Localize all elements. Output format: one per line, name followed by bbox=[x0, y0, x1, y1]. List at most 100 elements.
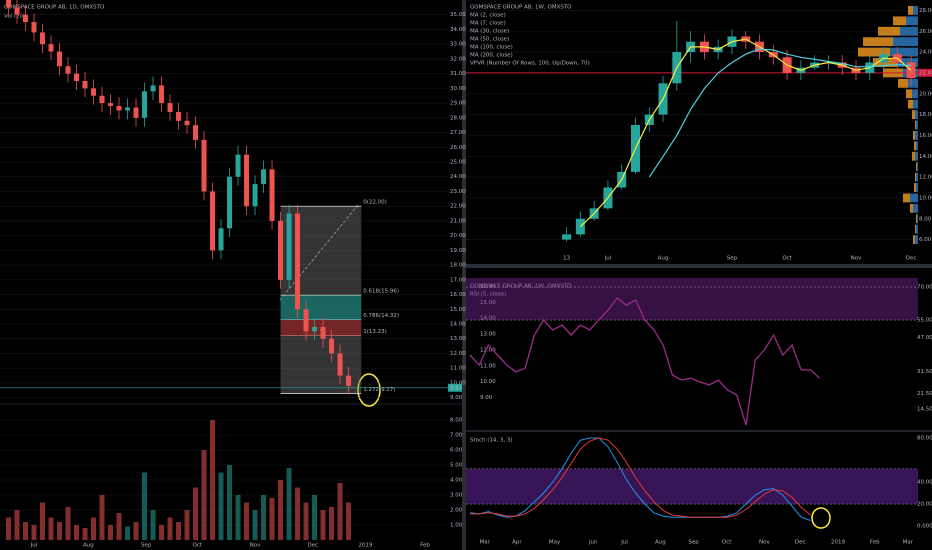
candle-body bbox=[261, 169, 267, 185]
price-label: 22.01 bbox=[919, 70, 932, 76]
last-price-box bbox=[448, 383, 462, 392]
volume-bar bbox=[210, 420, 216, 540]
y-tick-label: 20.00 bbox=[917, 502, 932, 508]
candle-body bbox=[184, 120, 190, 126]
candle-body bbox=[286, 213, 292, 280]
y-tick-label: 16.00 bbox=[450, 292, 466, 298]
x-tick-label: Jun bbox=[588, 540, 598, 546]
x-tick-label: Sep bbox=[141, 543, 152, 549]
rsi-band bbox=[466, 278, 918, 321]
volume-bar bbox=[116, 513, 122, 540]
volume-bar bbox=[159, 525, 165, 540]
y-tick-label: 3.00 bbox=[450, 493, 463, 499]
x-tick-label: 2019 bbox=[831, 540, 845, 546]
y-tick-label: 18.00 bbox=[919, 112, 932, 118]
x-tick-label: Mar bbox=[479, 540, 490, 546]
x-tick-label: Jul bbox=[604, 256, 612, 262]
x-tick-label: May bbox=[549, 540, 561, 546]
volume-bar bbox=[193, 487, 199, 540]
y-tick-label: 26.00 bbox=[450, 145, 466, 151]
y-tick-label: 26.00 bbox=[919, 29, 932, 35]
candle-body bbox=[65, 66, 71, 74]
candle-body bbox=[6, 0, 12, 8]
y-tick-label: 31.50 bbox=[917, 369, 932, 375]
volume-bar bbox=[278, 480, 284, 540]
indicator-line bbox=[470, 437, 811, 518]
vpvr-down bbox=[906, 16, 918, 26]
volume-bar bbox=[108, 525, 114, 540]
y-tick-label: 14.00 bbox=[919, 154, 932, 160]
chart-title: GOMSPACE GROUP AB, 1D, OMXSTO bbox=[4, 5, 105, 11]
vpvr-down bbox=[913, 99, 918, 109]
fib-zone bbox=[280, 295, 362, 320]
y-tick-label: 17.00 bbox=[450, 277, 466, 283]
volume-bar bbox=[133, 522, 139, 540]
vpvr-down bbox=[916, 172, 918, 182]
candle-body bbox=[295, 213, 301, 310]
panel-divider bbox=[462, 0, 466, 550]
x-tick-label: Aug bbox=[658, 256, 669, 262]
volume-bar bbox=[329, 507, 335, 540]
volume-bar bbox=[91, 517, 97, 540]
y-tick-label: 24.00 bbox=[919, 50, 932, 56]
candle-body bbox=[269, 169, 275, 221]
volume-bar bbox=[150, 510, 156, 540]
x-tick-label: Sep bbox=[727, 256, 738, 262]
volume-bar bbox=[227, 465, 233, 540]
candle-body bbox=[201, 139, 207, 192]
x-tick-label: Apr bbox=[512, 540, 522, 546]
last-price-label: 9.67 bbox=[450, 385, 463, 391]
y-tick-label: 31.00 bbox=[450, 71, 466, 77]
vpvr-up bbox=[913, 130, 915, 140]
candle-body bbox=[303, 309, 309, 332]
y-tick-label: 10.00 bbox=[480, 379, 496, 385]
x-tick-label: Feb bbox=[420, 543, 430, 549]
volume-bar bbox=[201, 450, 207, 540]
candle-body bbox=[176, 111, 182, 121]
candle-body bbox=[218, 228, 224, 251]
x-tick-label: Oct bbox=[192, 543, 202, 549]
candle-body bbox=[57, 51, 63, 67]
indicator-label: MA (50, close) bbox=[470, 37, 509, 43]
vpvr-up bbox=[910, 203, 913, 213]
volume-bar bbox=[57, 522, 63, 540]
volume-bar bbox=[303, 502, 309, 540]
x-tick-label: Mar bbox=[903, 540, 914, 546]
volume-bar bbox=[167, 517, 173, 540]
y-tick-label: 11.00 bbox=[480, 363, 496, 369]
y-tick-label: 35.00 bbox=[450, 12, 466, 18]
fib-label: 1(13.23) bbox=[363, 329, 387, 335]
vpvr-down bbox=[893, 37, 918, 47]
panel-divider bbox=[466, 264, 932, 268]
y-tick-label: 9.00 bbox=[450, 395, 463, 401]
vpvr-up bbox=[903, 193, 910, 203]
y-tick-label: 15.00 bbox=[480, 300, 496, 306]
x-tick-label: Oct bbox=[782, 256, 792, 262]
x-tick-label: Sep bbox=[688, 540, 699, 546]
y-tick-label: 33.00 bbox=[450, 42, 466, 48]
candle-body bbox=[159, 85, 165, 104]
vpvr-down bbox=[890, 47, 918, 57]
candle-body bbox=[14, 7, 20, 15]
y-tick-label: 25.00 bbox=[450, 160, 466, 166]
y-tick-label: 15.00 bbox=[450, 307, 466, 313]
volume-bar bbox=[184, 510, 190, 540]
candle-body bbox=[337, 353, 343, 376]
volume-bar bbox=[244, 502, 250, 540]
volume-bar bbox=[142, 472, 148, 540]
indicator-label: VPVR (Number Of Rows, 100, Up/Down, 70) bbox=[470, 61, 590, 67]
vpvr-up bbox=[912, 110, 915, 120]
vpvr-down bbox=[915, 110, 918, 120]
y-tick-label: 27.00 bbox=[450, 130, 466, 136]
vpvr-down bbox=[900, 26, 918, 36]
x-tick-label: Nov bbox=[759, 540, 770, 546]
vpvr-down bbox=[916, 141, 918, 151]
y-tick-label: 14.50 bbox=[917, 407, 932, 413]
indicator-label: MA (100, close) bbox=[470, 45, 513, 51]
vpvr-down bbox=[913, 5, 918, 15]
volume-bar bbox=[320, 510, 326, 540]
candle-body bbox=[23, 14, 29, 23]
candle-body bbox=[31, 22, 37, 33]
volume-bar bbox=[40, 502, 46, 540]
